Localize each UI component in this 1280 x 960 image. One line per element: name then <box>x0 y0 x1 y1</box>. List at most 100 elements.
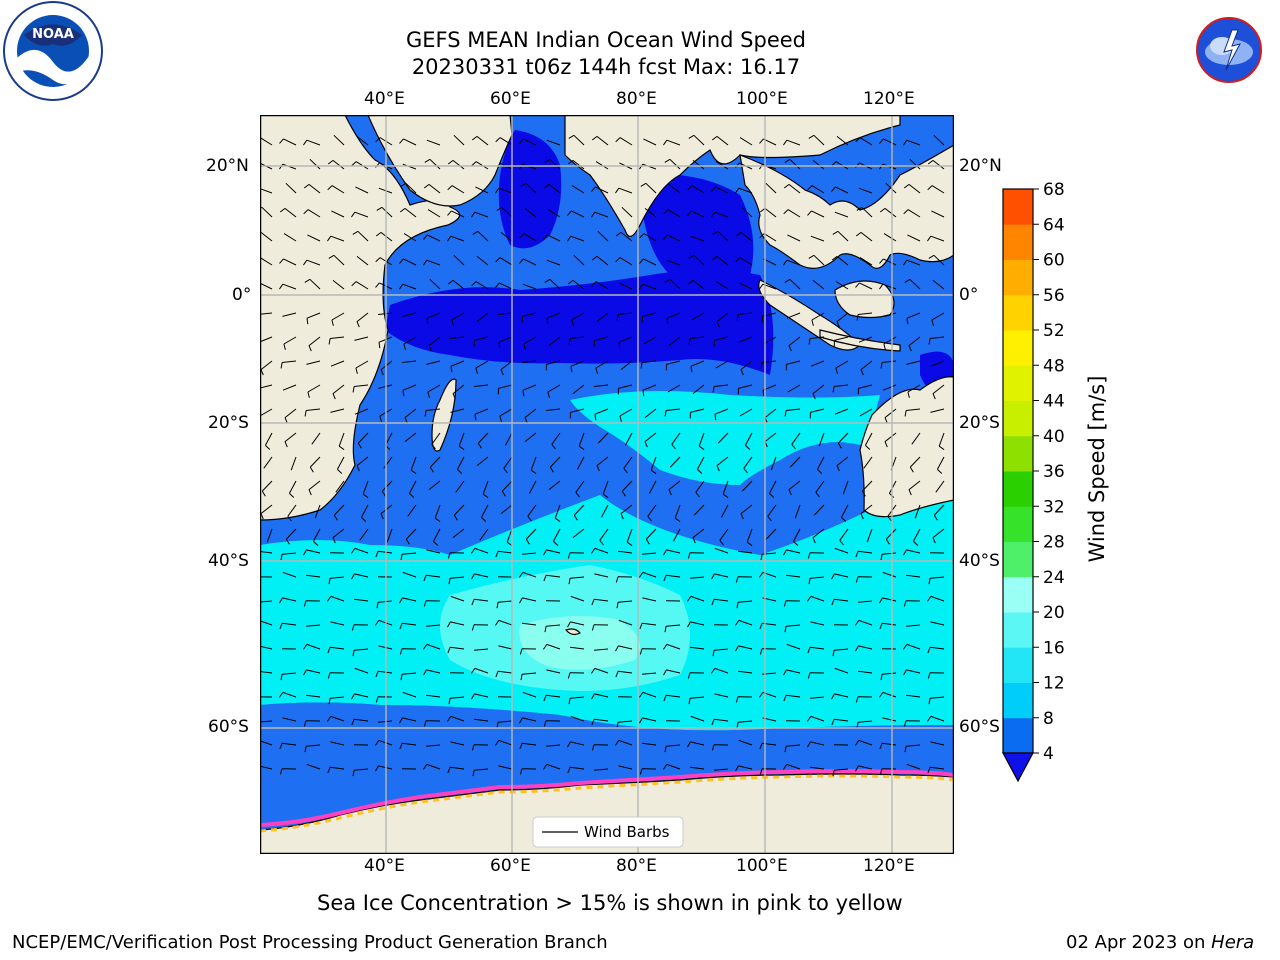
wind-barb <box>570 696 585 699</box>
wind-barb-flag <box>304 746 307 753</box>
wind-barb <box>906 669 921 674</box>
wind-barb <box>599 528 609 541</box>
wind-barb-flag <box>575 491 580 498</box>
wind-barb-flag <box>471 624 475 631</box>
wind-barb-flag <box>525 538 530 545</box>
wind-barb-flag <box>265 445 271 450</box>
date-caption: 02 Apr 2023 on Hera <box>1066 932 1254 953</box>
wind-barb-flag <box>279 258 284 264</box>
wind-barb <box>812 384 825 394</box>
wind-barb-flag <box>591 136 598 141</box>
wind-barb-flag <box>832 650 835 657</box>
wind-barb-flag <box>879 597 883 604</box>
wind-barb <box>450 715 465 722</box>
wind-barb-flag <box>638 572 644 578</box>
wind-barb <box>618 765 633 770</box>
wind-barb <box>522 571 537 578</box>
wind-barb-flag <box>903 549 907 556</box>
wind-barb <box>810 696 825 699</box>
wind-barb <box>908 184 921 194</box>
wind-barb-flag <box>304 410 307 417</box>
wind-barb <box>288 480 297 494</box>
wind-barb <box>909 158 921 170</box>
wind-barb <box>594 573 609 578</box>
wind-barb <box>450 646 465 650</box>
wind-barb <box>810 360 825 367</box>
wind-barb <box>882 672 897 675</box>
wind-barb <box>570 235 585 242</box>
wind-barb-flag <box>427 391 430 398</box>
colorbar-tick-label: 28 <box>1043 533 1065 553</box>
wind-barb-flag <box>832 230 839 235</box>
wind-barb <box>499 257 513 266</box>
wind-barb <box>284 208 297 218</box>
wind-barb <box>306 408 321 411</box>
wind-barb-flag <box>885 538 890 545</box>
wind-barb <box>596 456 609 466</box>
wind-barb <box>378 312 393 315</box>
wind-barb <box>336 456 345 470</box>
wind-barb-flag <box>446 235 452 242</box>
wind-barb-flag <box>760 554 763 561</box>
wind-barb <box>834 211 849 218</box>
wind-speed-map[interactable]: Wind Barbs <box>259 114 955 855</box>
wind-barb-flag <box>710 211 716 218</box>
wind-barb <box>642 552 657 555</box>
wind-barb-flag <box>357 442 362 449</box>
wind-barb <box>835 360 849 369</box>
wind-barb <box>523 336 537 345</box>
wind-barb-flag <box>817 469 823 474</box>
colorbar-segment <box>1003 224 1033 260</box>
wind-barb <box>786 259 801 266</box>
wind-barb-flag <box>495 671 499 678</box>
lon-label-top-40e: 40°E <box>364 89 405 109</box>
wind-barb-flag <box>759 648 763 655</box>
wind-barb <box>764 208 777 218</box>
wind-barb <box>911 432 921 445</box>
wind-barb-flag <box>591 281 597 287</box>
wind-barb-flag <box>620 513 624 520</box>
wind-barb-flag <box>688 698 691 705</box>
map-area[interactable]: Wind Barbs <box>259 114 955 855</box>
wind-barb <box>813 134 825 146</box>
wind-barb <box>642 742 657 746</box>
wind-barb-flag <box>433 541 439 546</box>
wind-barb <box>623 456 633 469</box>
wind-barb <box>331 312 345 321</box>
wind-barb <box>522 742 537 746</box>
wind-barb-flag <box>788 345 792 352</box>
wind-barb-flag <box>711 255 718 261</box>
wind-barb <box>691 210 705 218</box>
wind-barb-flag <box>837 442 842 449</box>
wind-barb-flag <box>664 410 667 417</box>
wind-barb <box>767 504 777 517</box>
wind-barb-flag <box>902 259 908 266</box>
wind-barb-flag <box>812 537 816 544</box>
wind-barb-flag <box>519 768 523 775</box>
wind-barb-flag <box>902 139 908 146</box>
colorbar-tick-label: 32 <box>1043 497 1065 517</box>
wind-barb-flag <box>452 393 456 400</box>
wind-barb <box>914 504 921 519</box>
wind-barb <box>813 254 825 266</box>
wind-barb <box>287 504 297 517</box>
wind-barb <box>360 504 369 518</box>
colorbar-tick-label: 4 <box>1043 744 1054 764</box>
wind-barb <box>402 312 417 317</box>
wind-barb <box>912 528 921 542</box>
wind-barb <box>810 741 825 746</box>
wind-barb-flag <box>616 602 619 609</box>
wind-barb-flag <box>783 669 787 676</box>
wind-barb <box>786 139 801 146</box>
java-land <box>819 329 901 352</box>
wind-barb <box>522 552 537 555</box>
wind-barb <box>930 595 945 602</box>
wind-barb-flag <box>716 321 720 328</box>
wind-barb <box>931 210 945 218</box>
wind-barb <box>669 158 681 170</box>
wind-barb-flag <box>807 741 811 748</box>
wind-barb <box>715 360 729 369</box>
wind-barb-flag <box>769 493 775 498</box>
wind-barb-flag <box>567 552 571 559</box>
wind-barb <box>475 281 489 290</box>
